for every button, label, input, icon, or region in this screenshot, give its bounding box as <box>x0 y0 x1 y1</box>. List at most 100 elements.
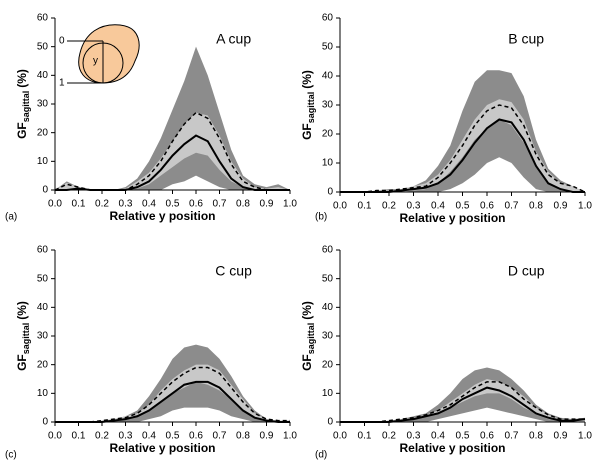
x-tick-label: 0.2 <box>95 199 109 210</box>
x-axis-label: Relative y position <box>399 441 505 455</box>
y-axis-label: GFsagittal (%) <box>300 301 316 371</box>
y-tick-label: 20 <box>37 359 49 370</box>
x-tick-label: 0.6 <box>189 431 203 442</box>
y-tick-label: 40 <box>37 302 49 313</box>
y-axis-label: GFsagittal (%) <box>15 301 31 371</box>
line <box>340 381 585 423</box>
x-tick-label: 0.2 <box>95 431 109 442</box>
x-tick-label: 0.3 <box>407 201 421 212</box>
y-tick-label: 0 <box>327 187 333 198</box>
x-tick-label: 0.0 <box>48 199 62 210</box>
inset-label-axis: y <box>93 56 98 67</box>
x-tick-label: 0.2 <box>382 431 396 442</box>
y-label-unit: (%) <box>300 301 314 320</box>
y-tick-label: 30 <box>322 100 334 111</box>
y-tick-label: 10 <box>322 158 334 169</box>
x-axis-label: Relative y position <box>109 441 215 455</box>
line <box>55 366 290 423</box>
y-label-sub: sagittal <box>306 92 316 124</box>
x-tick-label: 0.1 <box>72 199 86 210</box>
panel-label: (d) <box>315 450 327 461</box>
x-tick-label: 0.3 <box>119 431 133 442</box>
x-tick-label: 0.4 <box>142 199 156 210</box>
x-tick-label: 0.9 <box>260 199 274 210</box>
y-axis-label: GFsagittal (%) <box>15 69 31 139</box>
y-tick-label: 30 <box>37 99 49 110</box>
band <box>340 379 585 422</box>
y-tick-label: 0 <box>327 417 333 428</box>
line <box>340 104 586 193</box>
inset-shape <box>78 24 140 84</box>
x-tick-label: 0.6 <box>480 201 494 212</box>
y-tick-label: 50 <box>37 273 49 284</box>
y-tick-label: 50 <box>322 273 334 284</box>
band <box>55 46 290 190</box>
panel-title: B cup <box>508 31 544 47</box>
y-tick-label: 20 <box>322 359 334 370</box>
x-tick-label: 0.0 <box>333 201 347 212</box>
x-tick-label: 0.5 <box>166 431 180 442</box>
x-tick-label: 0.0 <box>48 431 62 442</box>
x-tick-label: 1.0 <box>578 201 592 212</box>
x-tick-label: 0.2 <box>382 201 396 212</box>
y-label-main: GF <box>15 354 29 371</box>
y-tick-label: 40 <box>322 302 334 313</box>
x-tick-label: 0.8 <box>236 199 250 210</box>
y-tick-label: 10 <box>322 388 334 399</box>
panel-label: (a) <box>5 212 17 223</box>
panel-label: (b) <box>315 212 327 223</box>
x-tick-label: 0.5 <box>166 199 180 210</box>
x-tick-label: 0.1 <box>72 431 86 442</box>
y-tick-label: 60 <box>322 245 334 256</box>
panel-title: D cup <box>508 263 545 279</box>
x-tick-label: 0.9 <box>554 431 568 442</box>
x-tick-label: 0.7 <box>213 431 227 442</box>
x-tick-label: 0.9 <box>260 431 274 442</box>
x-tick-label: 0.3 <box>119 199 133 210</box>
y-tick-label: 40 <box>322 71 334 82</box>
x-tick-label: 0.8 <box>529 431 543 442</box>
y-tick-label: 50 <box>322 42 334 53</box>
band <box>340 70 585 192</box>
inset-label-top: 0 <box>59 36 65 47</box>
y-label-main: GF <box>300 354 314 371</box>
panel-title: A cup <box>216 31 251 47</box>
x-axis-label: Relative y position <box>399 211 505 225</box>
y-tick-label: 60 <box>37 245 49 256</box>
x-tick-label: 0.8 <box>529 201 543 212</box>
x-tick-label: 0.7 <box>505 431 519 442</box>
x-tick-label: 1.0 <box>283 199 297 210</box>
y-label-unit: (%) <box>300 70 314 89</box>
y-label-sub: sagittal <box>21 91 31 123</box>
y-tick-label: 20 <box>37 127 49 138</box>
inset-label-bottom: 1 <box>59 78 65 89</box>
y-tick-label: 10 <box>37 156 49 167</box>
x-tick-label: 0.3 <box>407 431 421 442</box>
x-tick-label: 0.6 <box>480 431 494 442</box>
y-label-main: GF <box>15 122 29 139</box>
y-label-unit: (%) <box>15 69 29 88</box>
y-tick-label: 20 <box>322 129 334 140</box>
y-tick-label: 0 <box>42 417 48 428</box>
x-axis-label: Relative y position <box>109 209 215 223</box>
x-tick-label: 0.8 <box>236 431 250 442</box>
x-tick-label: 0.4 <box>431 201 445 212</box>
y-tick-label: 60 <box>322 13 334 24</box>
panel-title: C cup <box>215 263 252 279</box>
y-axis-label: GFsagittal (%) <box>300 70 316 140</box>
y-tick-label: 10 <box>37 388 49 399</box>
y-tick-label: 30 <box>322 331 334 342</box>
x-tick-label: 1.0 <box>283 431 297 442</box>
y-tick-label: 30 <box>37 331 49 342</box>
y-label-sub: sagittal <box>21 323 31 355</box>
x-tick-label: 0.9 <box>554 201 568 212</box>
x-tick-label: 1.0 <box>578 431 592 442</box>
y-label-sub: sagittal <box>306 323 316 355</box>
y-label-unit: (%) <box>15 301 29 320</box>
x-tick-label: 0.1 <box>358 201 372 212</box>
x-tick-label: 0.5 <box>456 201 470 212</box>
x-tick-label: 0.1 <box>358 431 372 442</box>
